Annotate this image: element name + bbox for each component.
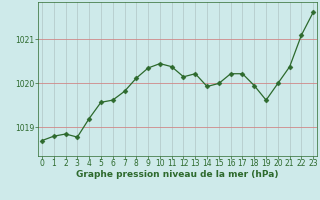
X-axis label: Graphe pression niveau de la mer (hPa): Graphe pression niveau de la mer (hPa) [76, 170, 279, 179]
